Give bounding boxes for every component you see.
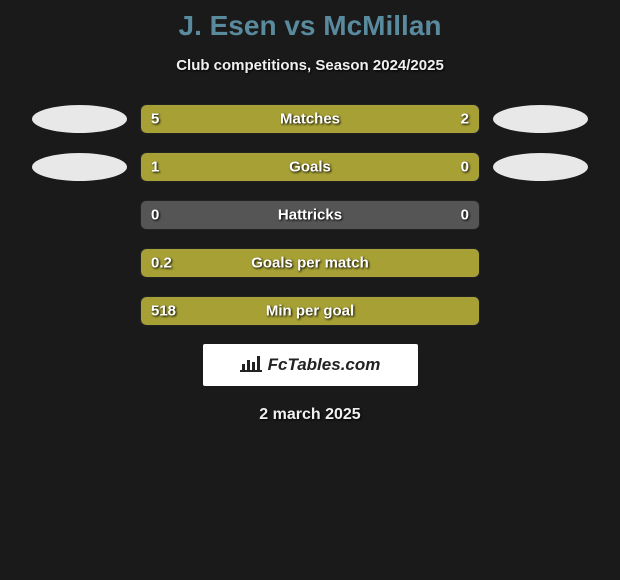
stat-bar-left-fill	[141, 153, 411, 181]
stat-bar-left-fill	[141, 105, 378, 133]
avatar-slot-right	[488, 105, 593, 133]
main-container: J. Esen vs McMillan Club competitions, S…	[0, 0, 620, 580]
stat-bar: 0.2Goals per match	[140, 248, 480, 278]
stat-bar-left-fill	[141, 297, 479, 325]
logo-text: FcTables.com	[268, 355, 381, 375]
player-avatar-left	[32, 105, 127, 133]
stat-bar: 52Matches	[140, 104, 480, 134]
avatar-slot-right	[488, 153, 593, 181]
stat-row: 52Matches	[0, 104, 620, 134]
stat-bar-right-fill	[411, 153, 479, 181]
stat-bar: 0 0Hattricks	[140, 200, 480, 230]
stat-value-right: 0	[461, 207, 469, 224]
stat-row: 0.2Goals per match	[0, 248, 620, 278]
avatar-slot-left	[27, 153, 132, 181]
stat-label: Hattricks	[141, 207, 479, 224]
chart-icon	[240, 354, 262, 377]
stat-bar-right-fill	[378, 105, 479, 133]
player-avatar-right	[493, 105, 588, 133]
stat-row: 0 0Hattricks	[0, 200, 620, 230]
page-subtitle: Club competitions, Season 2024/2025	[0, 57, 620, 74]
stat-bar: 10Goals	[140, 152, 480, 182]
page-title: J. Esen vs McMillan	[0, 10, 620, 42]
stats-area: 52Matches 10Goals 0 0Hattricks 0.2Goals per …	[0, 104, 620, 326]
stat-row: 10Goals	[0, 152, 620, 182]
stat-value-left: 0	[151, 207, 159, 224]
stat-bar-left-fill	[141, 249, 479, 277]
player-avatar-right	[493, 153, 588, 181]
player-avatar-left	[32, 153, 127, 181]
stat-row: 518Min per goal	[0, 296, 620, 326]
date-text: 2 march 2025	[0, 406, 620, 424]
avatar-slot-left	[27, 105, 132, 133]
logo-box[interactable]: FcTables.com	[203, 344, 418, 386]
stat-bar: 518Min per goal	[140, 296, 480, 326]
